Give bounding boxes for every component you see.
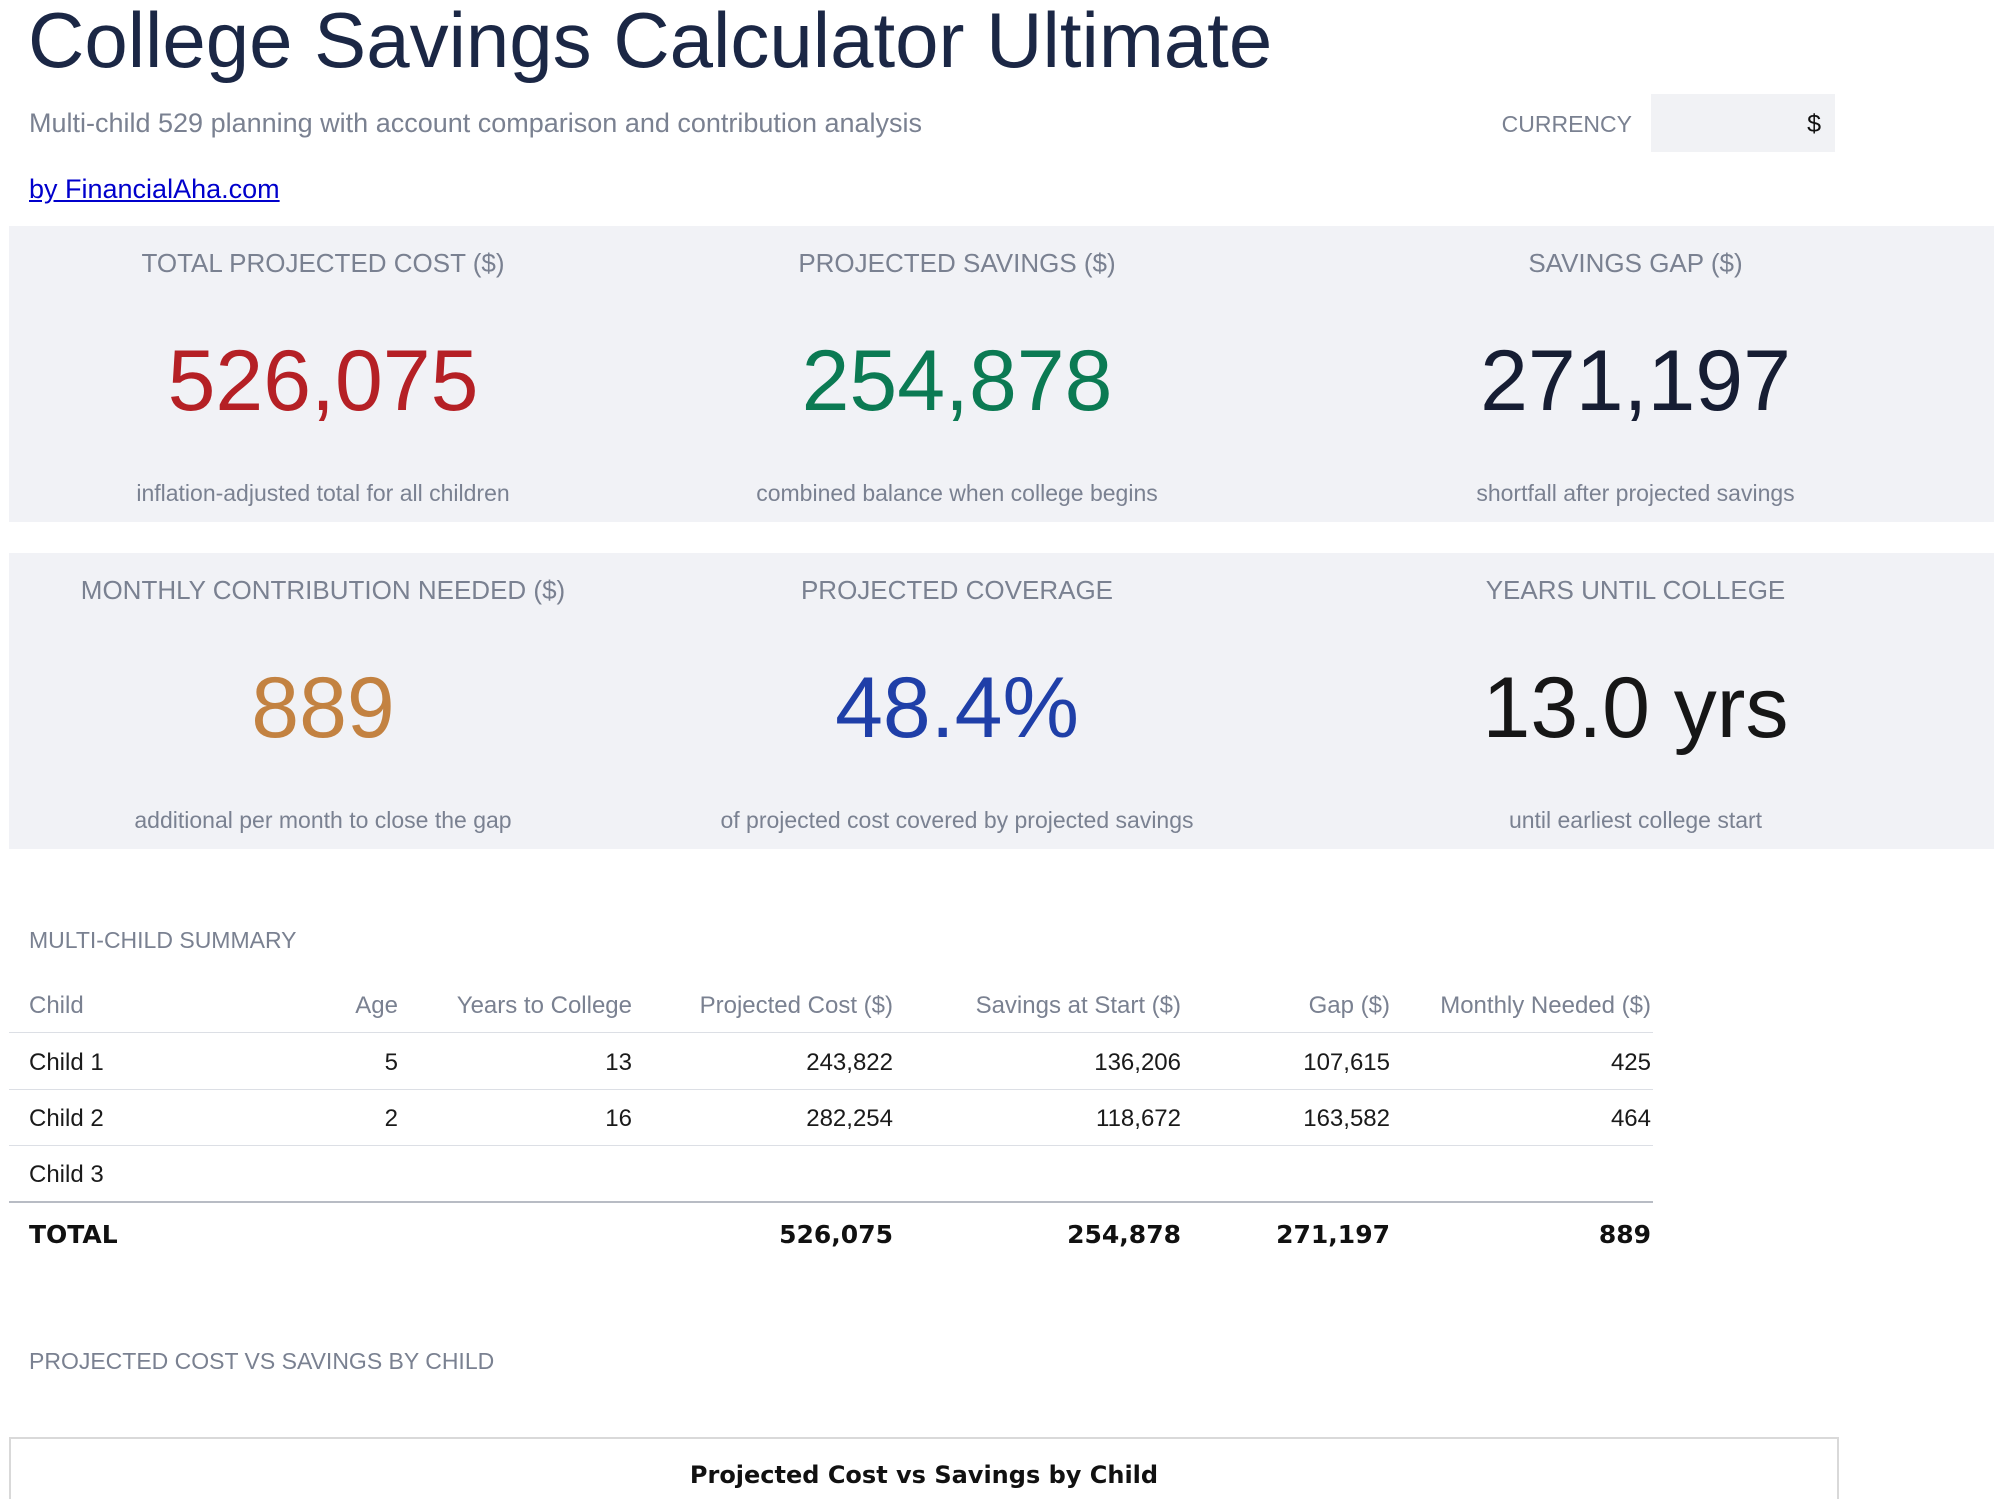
kpi-projected-coverage: PROJECTED COVERAGE 48.4% of projected co… xyxy=(637,553,1277,849)
kpi-label: PROJECTED SAVINGS ($) xyxy=(798,248,1116,278)
table-total-divider xyxy=(9,1201,1653,1203)
page-title: College Savings Calculator Ultimate xyxy=(28,0,1273,84)
table-divider xyxy=(9,1032,1653,1033)
kpi-value: 526,075 xyxy=(167,333,479,429)
kpi-total-projected-cost: TOTAL PROJECTED COST ($) 526,075 inflati… xyxy=(9,226,637,522)
kpi-caption: combined balance when college begins xyxy=(756,480,1158,506)
header-gap: Gap ($) xyxy=(1308,992,1390,1019)
chart-section-label: PROJECTED COST VS SAVINGS BY CHILD xyxy=(29,1348,495,1374)
page-subtitle: Multi-child 529 planning with account co… xyxy=(29,108,923,138)
kpi-value: 13.0 yrs xyxy=(1482,660,1789,756)
cell-age: 2 xyxy=(384,1105,398,1132)
cell-age: 5 xyxy=(384,1049,398,1076)
cell-gap: 107,615 xyxy=(1303,1049,1390,1076)
kpi-band-secondary: MONTHLY CONTRIBUTION NEEDED ($) 889 addi… xyxy=(9,553,1994,849)
cell-monthly-needed: 464 xyxy=(1610,1105,1651,1132)
kpi-label: TOTAL PROJECTED COST ($) xyxy=(141,248,505,278)
kpi-years-until-college: YEARS UNTIL COLLEGE 13.0 yrs until earli… xyxy=(1277,553,1994,849)
header-years-to-college: Years to College xyxy=(456,992,632,1019)
header-savings-at-start: Savings at Start ($) xyxy=(975,992,1181,1019)
kpi-value: 271,197 xyxy=(1480,333,1791,429)
summary-section-label: MULTI-CHILD SUMMARY xyxy=(29,927,297,953)
kpi-caption: until earliest college start xyxy=(1508,807,1763,833)
total-projected-cost: 526,075 xyxy=(779,1220,893,1249)
cell-years-to-college: 16 xyxy=(605,1105,632,1132)
chart-container[interactable]: Projected Cost vs Savings by Child xyxy=(9,1437,1839,1499)
currency-label: CURRENCY xyxy=(1501,111,1632,137)
kpi-caption: of projected cost covered by projected s… xyxy=(720,807,1194,833)
financialaha-link[interactable]: by FinancialAha.com xyxy=(29,174,280,204)
kpi-label: MONTHLY CONTRIBUTION NEEDED ($) xyxy=(80,575,566,605)
table-divider xyxy=(9,1145,1653,1146)
summary-table: Child Age Years to College Projected Cos… xyxy=(9,992,1653,1249)
cell-child: Child 2 xyxy=(29,1105,104,1132)
kpi-label: YEARS UNTIL COLLEGE xyxy=(1485,575,1786,605)
currency-input[interactable]: $ xyxy=(1651,94,1835,152)
kpi-value: 48.4% xyxy=(835,660,1079,756)
cell-monthly-needed: 425 xyxy=(1610,1049,1651,1076)
cell-savings-at-start: 136,206 xyxy=(1094,1049,1181,1076)
header-monthly-needed: Monthly Needed ($) xyxy=(1440,992,1651,1019)
kpi-label: PROJECTED COVERAGE xyxy=(800,575,1114,605)
total-monthly-needed: 889 xyxy=(1598,1220,1651,1249)
kpi-projected-savings: PROJECTED SAVINGS ($) 254,878 combined b… xyxy=(637,226,1277,522)
kpi-caption: shortfall after projected savings xyxy=(1476,480,1795,506)
header-age: Age xyxy=(355,992,398,1019)
header-projected-cost: Projected Cost ($) xyxy=(699,992,893,1019)
cell-child: Child 3 xyxy=(29,1161,104,1188)
currency-value: $ xyxy=(1807,110,1821,138)
kpi-label: SAVINGS GAP ($) xyxy=(1528,248,1743,278)
kpi-monthly-contribution: MONTHLY CONTRIBUTION NEEDED ($) 889 addi… xyxy=(9,553,637,849)
total-savings-at-start: 254,878 xyxy=(1067,1220,1181,1249)
cell-gap: 163,582 xyxy=(1303,1105,1390,1132)
kpi-caption: inflation-adjusted total for all childre… xyxy=(136,480,510,506)
total-label: TOTAL xyxy=(29,1220,118,1249)
cell-projected-cost: 243,822 xyxy=(806,1049,893,1076)
kpi-caption: additional per month to close the gap xyxy=(134,807,512,833)
header-child: Child xyxy=(29,992,84,1019)
kpi-value: 254,878 xyxy=(801,333,1113,429)
cell-savings-at-start: 118,672 xyxy=(1096,1105,1181,1132)
kpi-band-primary: TOTAL PROJECTED COST ($) 526,075 inflati… xyxy=(9,226,1994,522)
chart-title: Projected Cost vs Savings by Child xyxy=(689,1461,1159,1489)
kpi-value: 889 xyxy=(251,660,395,756)
cell-years-to-college: 13 xyxy=(605,1049,632,1076)
kpi-savings-gap: SAVINGS GAP ($) 271,197 shortfall after … xyxy=(1277,226,1994,522)
cell-child: Child 1 xyxy=(29,1049,104,1076)
total-gap: 271,197 xyxy=(1276,1220,1390,1249)
table-divider xyxy=(9,1089,1653,1090)
cell-projected-cost: 282,254 xyxy=(806,1105,893,1132)
